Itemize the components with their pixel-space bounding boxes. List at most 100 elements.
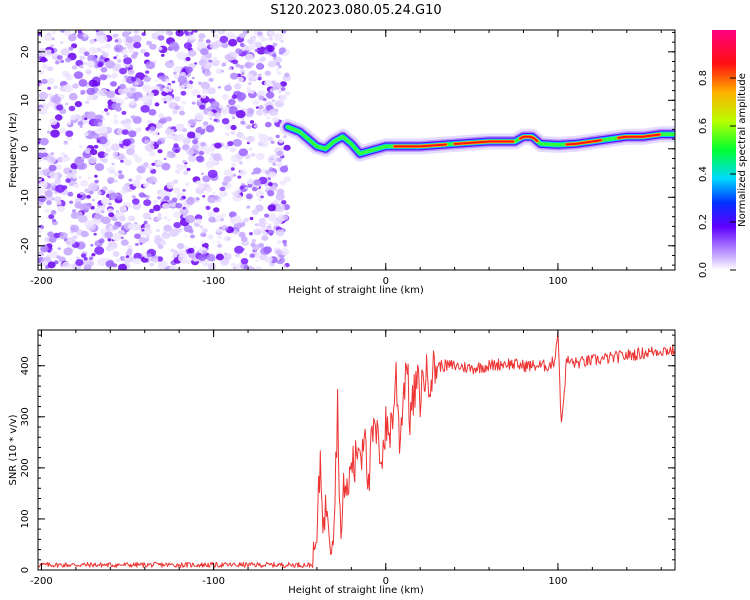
noise-blob (101, 110, 105, 114)
noise-blob (90, 205, 95, 210)
noise-blob (198, 150, 205, 156)
noise-blob (283, 243, 288, 247)
noise-blob (280, 165, 289, 173)
heatmap-x-axis-label: Height of straight line (km) (288, 285, 424, 296)
noise-blob (246, 193, 253, 200)
noise-blob (256, 231, 261, 235)
noise-blob (191, 144, 199, 151)
noise-blob (47, 130, 51, 134)
heatmap-frame (37, 29, 676, 271)
noise-blob (74, 201, 83, 209)
noise-blob (256, 152, 265, 161)
colorbar-tick-label: 0.6 (698, 118, 709, 134)
noise-blob (264, 70, 271, 76)
noise-blob (238, 219, 243, 224)
noise-blob (86, 111, 96, 120)
noise-blob (154, 102, 160, 107)
noise-blob (235, 110, 246, 119)
noise-blob (80, 230, 89, 238)
noise-blob (198, 254, 207, 261)
noise-blob (152, 257, 159, 263)
noise-blob (156, 229, 160, 232)
noise-blob (195, 218, 202, 224)
noise-blob (271, 116, 280, 123)
noise-blob (103, 152, 109, 157)
noise-blob (169, 41, 179, 50)
noise-blob (128, 130, 137, 138)
noise-blob (100, 197, 111, 205)
noise-blob (101, 157, 108, 163)
noise-blob (226, 236, 232, 241)
noise-blob (87, 54, 96, 62)
noise-blob (187, 123, 191, 126)
noise-blob (84, 147, 92, 154)
noise-blob (283, 176, 291, 183)
noise-blob (278, 65, 282, 69)
noise-blob (121, 110, 127, 115)
x-tick-label: -100 (202, 276, 225, 287)
noise-blob (146, 253, 152, 258)
noise-blob (186, 197, 195, 205)
noise-blob (201, 94, 207, 99)
noise-blob (94, 246, 105, 255)
noise-blob (75, 256, 80, 260)
noise-blob (278, 51, 284, 55)
noise-blob (126, 147, 135, 156)
noise-blob (157, 149, 163, 154)
noise-blob (74, 197, 82, 204)
noise-blob (217, 243, 223, 248)
noise-blob (191, 101, 196, 105)
noise-blob (77, 121, 84, 126)
noise-blob (187, 247, 195, 254)
noise-blob (125, 255, 130, 258)
noise-blob (191, 89, 200, 96)
noise-blob (91, 253, 96, 257)
noise-blob (155, 30, 165, 35)
noise-blob (219, 190, 228, 198)
noise-blob (177, 75, 188, 84)
snr-series-line (38, 331, 675, 568)
noise-blob (97, 136, 108, 145)
x-tick-label: -200 (30, 276, 53, 287)
noise-blob (246, 205, 251, 209)
noise-blob (271, 99, 275, 102)
noise-blob (128, 217, 133, 220)
noise-blob (145, 61, 156, 70)
noise-blob (200, 125, 206, 130)
noise-blob (173, 211, 182, 218)
noise-blob (280, 39, 284, 43)
noise-blob (143, 227, 153, 236)
noise-blob (269, 212, 277, 219)
noise-blob (282, 239, 287, 244)
noise-blob (254, 41, 263, 48)
noise-blob (176, 51, 187, 60)
noise-blob (38, 251, 44, 257)
noise-blob (127, 244, 133, 249)
noise-blob (237, 175, 242, 179)
noise-blob (156, 123, 163, 129)
noise-blob (113, 119, 119, 125)
noise-blob (264, 213, 270, 218)
noise-blob (78, 145, 83, 149)
noise-blob (149, 140, 155, 145)
noise-blob (115, 210, 119, 213)
noise-blob (207, 87, 216, 95)
noise-blob (108, 192, 118, 200)
noise-blob (273, 188, 277, 191)
noise-blob (87, 176, 92, 180)
noise-blob (87, 182, 98, 191)
noise-blob (218, 104, 224, 109)
noise-blob (142, 212, 151, 220)
noise-blob (44, 190, 53, 198)
noise-blob (47, 66, 54, 72)
noise-blob (178, 249, 187, 258)
noise-blob (86, 87, 96, 96)
noise-blob (277, 240, 282, 245)
noise-blob (196, 41, 206, 49)
noise-blob (99, 88, 109, 97)
noise-blob (230, 262, 237, 267)
noise-blob (257, 73, 262, 77)
noise-blob (86, 60, 96, 68)
noise-blob (235, 253, 240, 258)
